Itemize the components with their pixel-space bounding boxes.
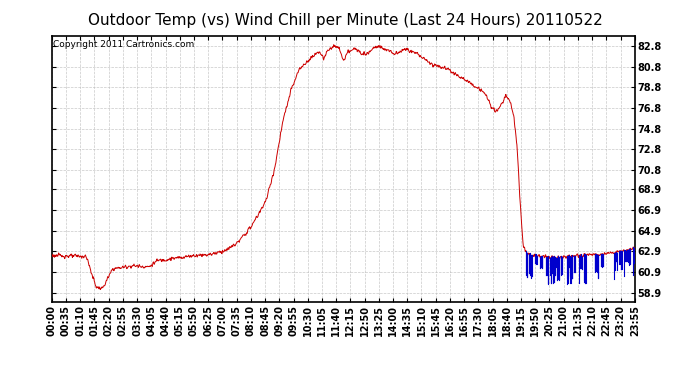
Text: Outdoor Temp (vs) Wind Chill per Minute (Last 24 Hours) 20110522: Outdoor Temp (vs) Wind Chill per Minute … (88, 13, 602, 28)
Text: Copyright 2011 Cartronics.com: Copyright 2011 Cartronics.com (53, 40, 194, 49)
